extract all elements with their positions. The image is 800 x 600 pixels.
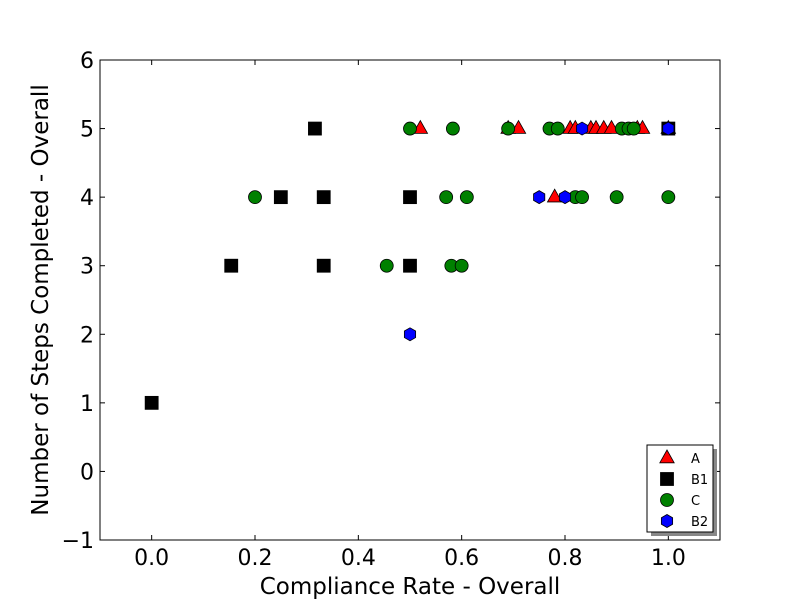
plot-area [100,60,720,540]
x-axis-label: Compliance Rate - Overall [260,574,561,600]
point-c-2 [403,121,417,136]
y-tick-label: 1 [80,392,94,417]
legend-label-b1: B1 [691,473,708,488]
point-b2-4 [662,121,675,136]
point-b1-5 [316,258,331,273]
point-c-16 [626,121,641,136]
point-c-3 [439,190,454,205]
point-b2-2 [558,190,572,205]
x-tick-label: 0.6 [444,546,479,571]
point-a-0 [412,119,429,134]
point-a-3 [546,188,563,203]
legend-marker-a [659,449,675,464]
point-b2-3 [576,121,589,136]
y-tick-label: 2 [80,323,94,348]
legend-marker-c [660,493,674,507]
y-tick-label: 4 [80,186,94,211]
point-a-2 [510,119,527,134]
point-c-6 [454,258,469,273]
legend-box [646,444,714,533]
x-tick-label: 0.4 [341,546,376,571]
legend: A B1 C B2 [646,444,717,536]
y-tick-label: 0 [80,460,94,485]
y-tick-label: 6 [80,49,94,74]
point-c-5 [445,121,460,136]
y-tick-label: 5 [80,118,94,143]
point-c-7 [459,190,474,205]
legend-label-b2: B2 [691,515,708,530]
y-axis-label: Number of Steps Completed - Overall [28,84,54,515]
legend-marker-b1 [660,472,674,486]
point-b1-7 [403,258,417,273]
point-c-13 [609,190,624,205]
plot-frame [99,59,721,541]
axis-ticks: 0.0 0.2 0.4 0.6 0.8 1.0 −1 0 1 2 3 4 5 6 [62,49,720,571]
point-b1-2 [273,190,288,205]
x-tick-label: 0.0 [134,546,169,571]
point-c-12 [575,190,589,205]
data-points [144,119,677,410]
point-b1-0 [144,395,159,410]
point-c-1 [379,258,394,273]
point-b1-3 [308,121,322,136]
point-c-0 [248,190,262,205]
x-tick-label: 0.8 [548,546,583,571]
y-tick-label: −1 [62,529,94,554]
x-tick-label: 1.0 [651,546,686,571]
point-c-10 [550,121,565,136]
point-b1-6 [403,190,417,205]
point-b2-1 [533,190,546,205]
point-c-17 [661,190,676,205]
y-tick-label: 3 [80,255,94,280]
point-b1-4 [316,190,331,205]
point-c-8 [501,121,516,136]
x-tick-label: 0.2 [238,546,273,571]
point-b1-1 [224,258,239,273]
legend-label-a: A [691,452,700,467]
legend-label-c: C [691,494,700,509]
point-b2-0 [403,327,417,342]
point-a-9 [603,119,620,134]
legend-marker-b2 [660,514,674,528]
